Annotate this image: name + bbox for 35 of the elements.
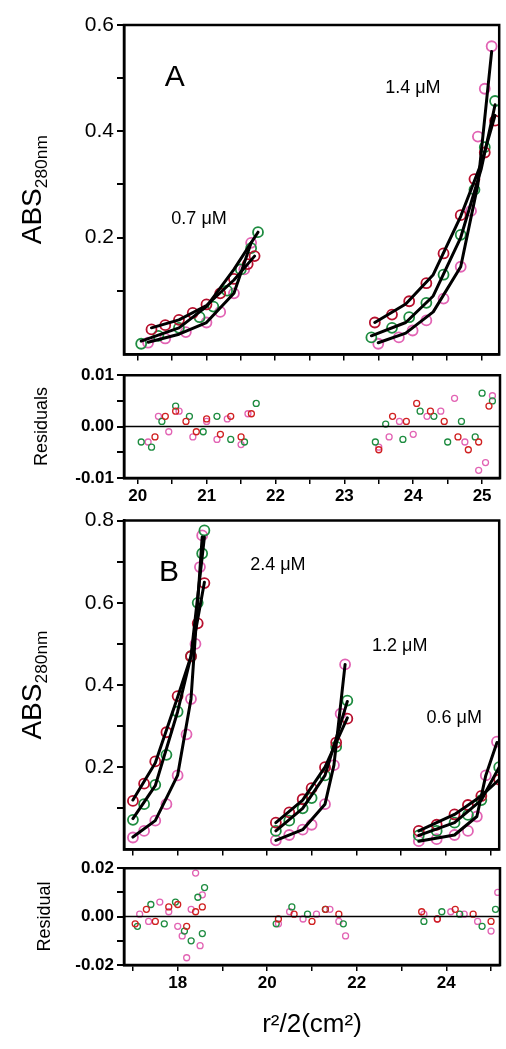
x-tick-label: 24 xyxy=(436,972,457,992)
y-tick-label: 0.02 xyxy=(80,857,114,877)
annotation: A xyxy=(164,58,185,92)
y-tick-label: 0.6 xyxy=(84,11,114,35)
annotation: 0.7 μM xyxy=(171,208,227,229)
y-tick-label: 0.4 xyxy=(84,118,115,142)
y-tick-label: 0.01 xyxy=(80,364,114,384)
y-tick-label: 0.8 xyxy=(84,507,114,531)
x-tick-label: 18 xyxy=(168,972,188,992)
y-tick-label: -0.01 xyxy=(75,467,114,487)
annotation: B xyxy=(159,554,180,588)
y-tick-label: 0.2 xyxy=(84,754,114,777)
annotation: 0.6 μM xyxy=(426,706,482,727)
y-tick-label: 0.2 xyxy=(84,224,114,248)
x-tick-label: 20 xyxy=(128,485,148,505)
x-axis-title: r²/2(cm²) xyxy=(262,1008,362,1039)
x-tick-label: 23 xyxy=(334,485,354,505)
x-tick-label: 22 xyxy=(347,972,367,992)
y-tick-label: 0.00 xyxy=(80,906,114,926)
x-tick-label: 25 xyxy=(472,485,492,505)
y-axis-title: Residuals xyxy=(30,387,51,467)
y-axis-title: ABS280nm xyxy=(15,630,51,740)
x-tick-label: 22 xyxy=(266,485,285,505)
y-tick-label: 0.00 xyxy=(80,416,114,436)
annotation: 1.4 μM xyxy=(385,76,441,97)
annotation: 1.2 μM xyxy=(372,634,428,655)
y-tick-label: 0.4 xyxy=(84,671,115,695)
y-axis-title: ABS280nm xyxy=(15,135,51,245)
y-tick-label: -0.02 xyxy=(75,954,114,974)
annotation: 2.4 μM xyxy=(250,553,306,574)
x-tick-label: 21 xyxy=(197,485,217,505)
x-tick-label: 24 xyxy=(403,485,424,505)
y-axis-title: Residual xyxy=(33,881,54,952)
x-tick-label: 20 xyxy=(257,972,277,992)
y-tick-label: 0.6 xyxy=(84,589,114,613)
